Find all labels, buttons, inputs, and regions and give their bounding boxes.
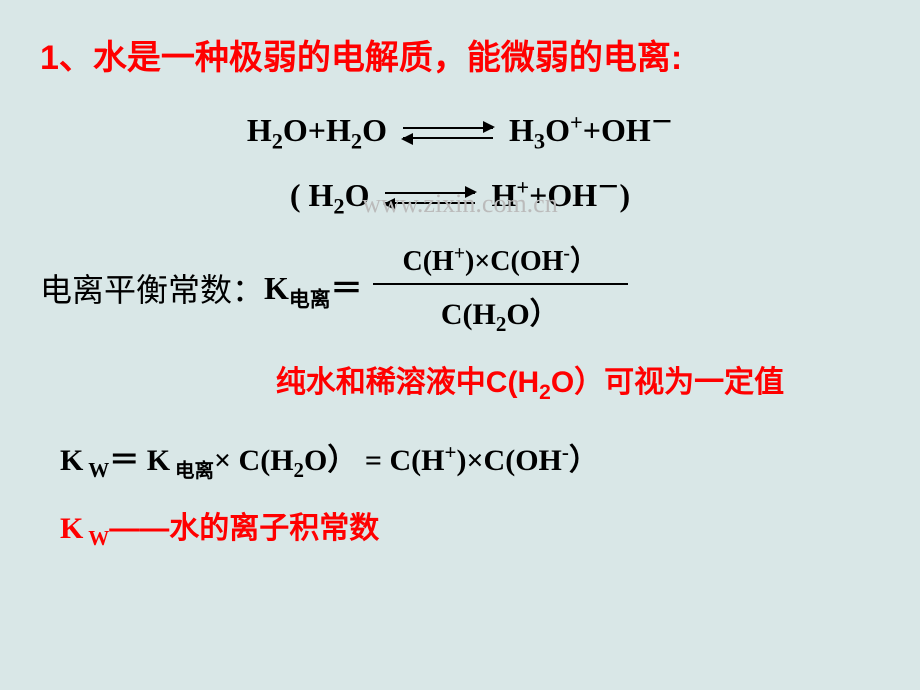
kw-derivation-line: K W＝ K 电离× C(H2O） = C(H+)×C(OH-）	[60, 435, 880, 483]
fraction-numerator: C(H+)×C(OH-）	[373, 239, 628, 285]
k-label: 电离平衡常数：	[40, 265, 264, 311]
equation-1: H2O+H2O H3O++OH－	[40, 104, 880, 154]
equilibrium-arrow-icon	[403, 123, 493, 143]
eq1-right: H3O++OH－	[509, 112, 673, 148]
k-symbol: K电离＝	[264, 263, 363, 312]
fraction-denominator: C(H2O）	[373, 285, 628, 337]
red-note: 纯水和稀溶液中C(H2O）可视为一定值	[180, 357, 880, 405]
equilibrium-arrow-icon	[385, 188, 475, 208]
kw-definition-line: K W——水的离子积常数	[60, 503, 880, 551]
ionization-constant-line: www.zixin.com.cn 电离平衡常数： K电离＝ C(H+)×C(OH…	[40, 239, 880, 337]
eq2-left: ( H2O	[290, 177, 378, 213]
eq1-left: H2O+H2O	[247, 112, 395, 148]
title-heading: 1、水是一种极弱的电解质，能微弱的电离:	[40, 30, 880, 79]
eq2-right: H++OH－)	[491, 177, 630, 213]
equation-2: ( H2O H++OH－)	[40, 169, 880, 219]
fraction: C(H+)×C(OH-） C(H2O）	[373, 239, 628, 337]
